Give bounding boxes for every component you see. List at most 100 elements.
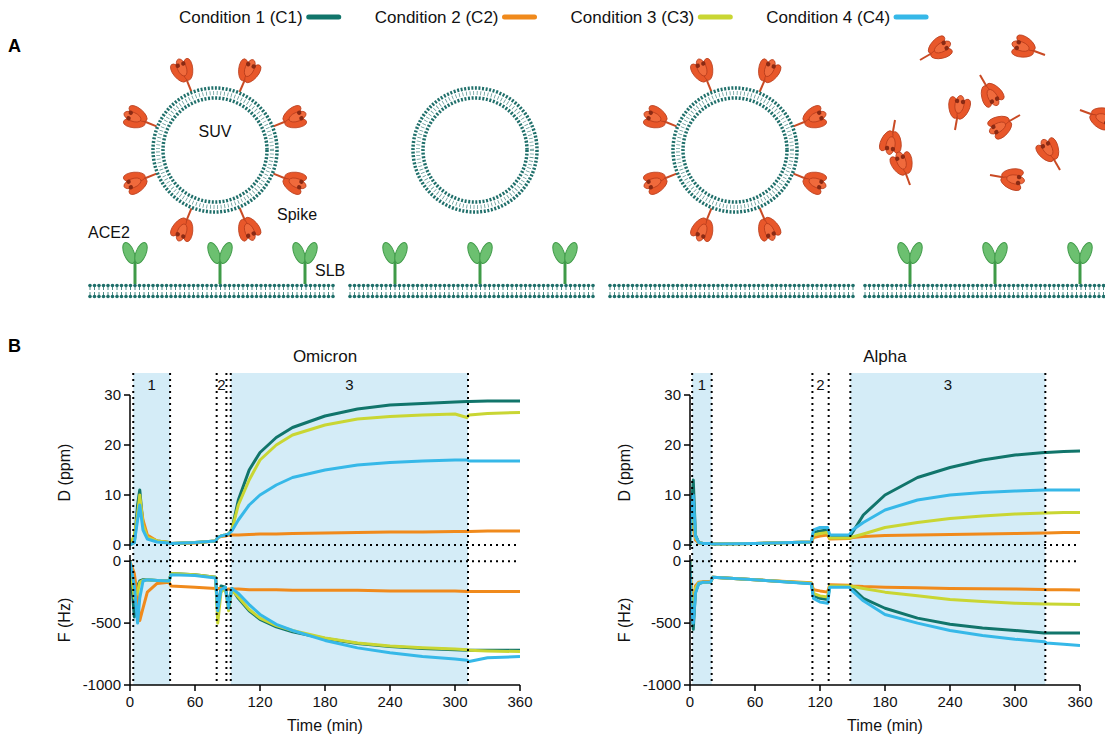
lipid-head	[169, 295, 173, 299]
label-slb: SLB	[315, 262, 345, 279]
spike-rbd	[993, 129, 999, 135]
lipid-head	[111, 284, 115, 288]
lipid-head	[653, 295, 657, 299]
lipid-head	[573, 295, 577, 299]
lipid-head	[617, 284, 621, 288]
lipid-head	[429, 295, 433, 299]
lipid-head	[259, 295, 263, 299]
lipid-head	[698, 284, 702, 288]
lipid-head	[797, 284, 801, 288]
ace2-head	[392, 241, 410, 265]
ace2-stem	[909, 262, 912, 284]
lipid-head	[309, 284, 313, 288]
y-tick	[124, 444, 130, 446]
spike-stem	[145, 122, 157, 127]
lipid-head	[820, 284, 824, 288]
lipid-head	[111, 295, 115, 299]
lipid-head	[551, 295, 555, 299]
y-tick-label: -1000	[83, 676, 121, 693]
lipid-head	[115, 284, 119, 288]
lipid-head	[842, 295, 846, 299]
series-line	[130, 401, 520, 545]
lipid-head	[851, 295, 855, 299]
phase-label: 2	[816, 376, 824, 393]
label-ace2: ACE2	[88, 224, 130, 241]
lipid-head	[313, 295, 317, 299]
lipid-head	[497, 295, 501, 299]
x-tick	[129, 685, 131, 691]
lipid-head	[989, 284, 993, 288]
spike-rbd	[126, 115, 132, 121]
lipid-head	[237, 295, 241, 299]
lipid-head	[192, 295, 196, 299]
spike-rbd	[648, 110, 654, 116]
lipid-head	[899, 295, 903, 299]
x-tick	[819, 685, 821, 691]
y-tick	[684, 444, 690, 446]
spike-rbd	[941, 40, 947, 46]
lipid-head	[506, 284, 510, 288]
lipid-head	[178, 295, 182, 299]
x-tick-label: 300	[1002, 693, 1027, 710]
spike-head	[987, 120, 1007, 137]
lipid-head	[1079, 295, 1083, 299]
lipid-head	[899, 284, 903, 288]
phase-label: 1	[698, 376, 706, 393]
lipid-head	[214, 284, 218, 288]
y-tick-label: 0	[673, 552, 681, 569]
lipid-head	[863, 295, 867, 299]
lipid-head	[564, 295, 568, 299]
lipid-head	[474, 295, 478, 299]
lipid-head	[838, 284, 842, 288]
lipid-head	[255, 295, 259, 299]
ace2-stem	[134, 262, 137, 284]
lipid-head	[1030, 295, 1034, 299]
lipid-head	[232, 295, 236, 299]
y-axis	[129, 395, 131, 550]
y-tick	[124, 560, 130, 562]
spike-head	[807, 109, 827, 124]
lipid-head	[608, 295, 612, 299]
lipid-head	[501, 295, 505, 299]
lipid-head	[201, 284, 205, 288]
lipid-head	[380, 295, 384, 299]
y-axis-title: D (ppm)	[56, 444, 73, 502]
lipid-head	[806, 295, 810, 299]
lipid-head	[793, 284, 797, 288]
lipid-head	[1007, 284, 1011, 288]
lipid-head	[147, 295, 151, 299]
y-tick	[684, 684, 690, 686]
lipid-head	[1102, 295, 1105, 299]
series-group	[130, 561, 520, 661]
lipid-head	[255, 284, 259, 288]
lipid-head	[761, 295, 765, 299]
spike-stem	[145, 174, 157, 179]
lipid-head	[703, 284, 707, 288]
lipid-head	[138, 295, 142, 299]
spike-stem	[187, 80, 192, 92]
spike	[886, 148, 923, 190]
lipid-head	[890, 284, 894, 288]
lipid-head	[802, 295, 806, 299]
spike-head	[762, 222, 777, 242]
lipid-head	[1021, 295, 1025, 299]
lipid-head	[124, 284, 128, 288]
spike-stem	[906, 173, 910, 185]
lipid-head	[313, 284, 317, 288]
lipid-head	[187, 295, 191, 299]
spike-stem	[665, 174, 677, 179]
spike-head	[762, 58, 777, 78]
lipid-head	[219, 295, 223, 299]
spike-head	[894, 151, 909, 171]
lipid-head	[913, 295, 917, 299]
lipid-head	[931, 295, 935, 299]
lipid-head	[1021, 284, 1025, 288]
lipid-head	[187, 284, 191, 288]
spike-rbd	[944, 45, 950, 51]
spike	[1031, 133, 1071, 176]
suv-outer	[153, 88, 277, 212]
lipid-head	[461, 295, 465, 299]
lipid-head	[389, 295, 393, 299]
lipid-head	[295, 284, 299, 288]
lipid-head	[998, 295, 1002, 299]
